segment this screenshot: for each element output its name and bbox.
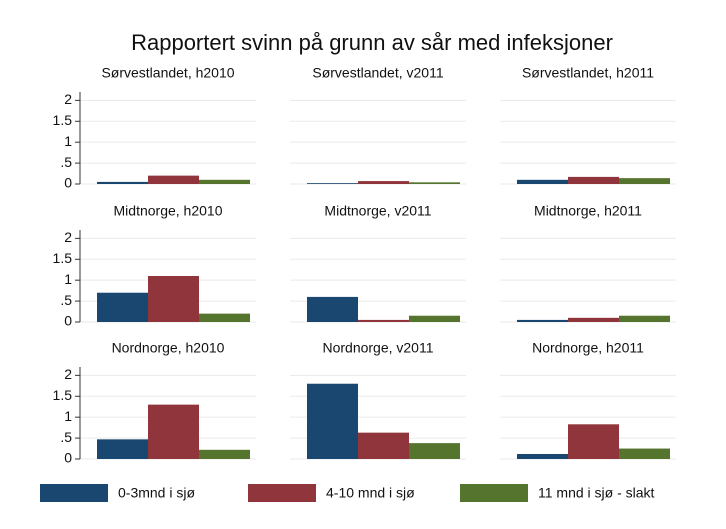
bar <box>307 183 358 184</box>
panel-title: Midtnorge, h2011 <box>534 203 642 219</box>
bar <box>517 179 568 184</box>
legend-swatch <box>460 484 528 502</box>
bar <box>568 424 619 459</box>
bar <box>148 276 199 322</box>
bar <box>409 182 460 184</box>
y-tick-label: 1.5 <box>53 112 73 128</box>
panel-title: Nordnorge, h2011 <box>532 340 644 356</box>
bar <box>97 439 148 459</box>
bar <box>199 449 250 459</box>
bar <box>307 296 358 322</box>
bar <box>619 448 670 459</box>
bar <box>97 292 148 322</box>
bar <box>517 319 568 322</box>
bar <box>517 453 568 459</box>
bar <box>409 443 460 459</box>
bar <box>619 315 670 322</box>
bar <box>307 383 358 459</box>
y-tick-label: 1 <box>64 271 72 287</box>
y-tick-label: 0 <box>64 175 72 191</box>
y-tick-label: .5 <box>60 154 72 170</box>
legend-label: 11 mnd i sjø - slakt <box>538 485 655 501</box>
y-tick-label: 2 <box>64 229 72 245</box>
y-tick-label: 2 <box>64 366 72 382</box>
bar <box>199 313 250 322</box>
bar <box>409 315 460 322</box>
y-tick-label: 1.5 <box>53 250 73 266</box>
panel-title: Sørvestlandet, v2011 <box>312 65 443 81</box>
legend-label: 4-10 mnd i sjø <box>326 485 415 501</box>
y-tick-label: .5 <box>60 429 72 445</box>
bar <box>148 175 199 184</box>
y-tick-label: 0 <box>64 313 72 329</box>
legend-label: 0-3mnd i sjø <box>118 485 195 501</box>
bar <box>619 178 670 184</box>
y-tick-label: 2 <box>64 91 72 107</box>
legend-swatch <box>248 484 316 502</box>
bar <box>97 181 148 184</box>
y-tick-label: 0 <box>64 450 72 466</box>
legend-swatch <box>40 484 108 502</box>
bar <box>568 317 619 322</box>
panel-title: Midtnorge, h2010 <box>114 203 223 219</box>
panel-title: Nordnorge, h2010 <box>112 340 225 356</box>
bar <box>568 176 619 184</box>
y-tick-label: 1 <box>64 408 72 424</box>
panel-title: Midtnorge, v2011 <box>324 203 431 219</box>
bar <box>358 432 409 459</box>
bar <box>148 404 199 459</box>
bar <box>358 181 409 184</box>
chart-title: Rapportert svinn på grunn av sår med inf… <box>131 30 613 55</box>
y-tick-label: .5 <box>60 292 72 308</box>
bar <box>358 319 409 322</box>
panel-title: Nordnorge, v2011 <box>322 340 433 356</box>
y-tick-label: 1 <box>64 133 72 149</box>
panel-title: Sørvestlandet, h2010 <box>101 65 234 81</box>
bar <box>199 179 250 184</box>
y-tick-label: 1.5 <box>53 387 73 403</box>
panel-title: Sørvestlandet, h2011 <box>522 65 654 81</box>
